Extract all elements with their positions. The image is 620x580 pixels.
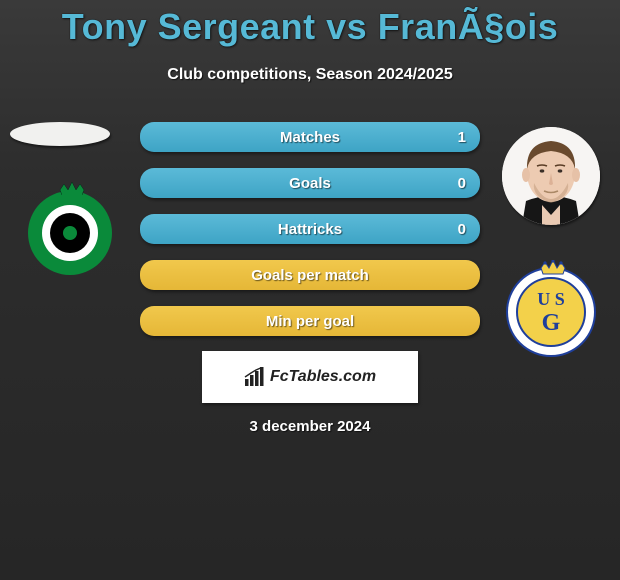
subtitle: Club competitions, Season 2024/2025 bbox=[0, 66, 620, 84]
comparison-content: U S G Matches 1 Goals 0 Hattricks 0 Goal… bbox=[0, 122, 620, 452]
bar-label: Min per goal bbox=[140, 313, 480, 330]
club-badge-left bbox=[20, 178, 120, 278]
watermark: FcTables.com bbox=[202, 351, 418, 403]
face-icon bbox=[502, 127, 600, 225]
bar-goals: Goals 0 bbox=[140, 168, 480, 198]
bar-hattricks: Hattricks 0 bbox=[140, 214, 480, 244]
svg-text:G: G bbox=[542, 310, 561, 336]
union-sg-icon: U S G bbox=[502, 260, 600, 358]
barchart-icon bbox=[244, 367, 266, 387]
bar-value: 0 bbox=[458, 221, 466, 238]
bar-label: Hattricks bbox=[140, 221, 480, 238]
player-left-avatar bbox=[10, 122, 110, 146]
club-badge-right: U S G bbox=[502, 260, 600, 358]
cercle-brugge-icon bbox=[20, 178, 120, 278]
page-title: Tony Sergeant vs FranÃ§ois bbox=[0, 0, 620, 48]
watermark-text: FcTables.com bbox=[270, 368, 376, 386]
stat-bars: Matches 1 Goals 0 Hattricks 0 Goals per … bbox=[140, 122, 480, 352]
bar-value: 1 bbox=[458, 129, 466, 146]
bar-goals-per-match: Goals per match bbox=[140, 260, 480, 290]
svg-text:U S: U S bbox=[537, 289, 565, 309]
bar-min-per-goal: Min per goal bbox=[140, 306, 480, 336]
bar-label: Matches bbox=[140, 129, 480, 146]
player-right-avatar bbox=[502, 127, 600, 225]
bar-value: 0 bbox=[458, 175, 466, 192]
bar-label: Goals per match bbox=[140, 267, 480, 284]
bar-matches: Matches 1 bbox=[140, 122, 480, 152]
date-label: 3 december 2024 bbox=[0, 418, 620, 435]
bar-label: Goals bbox=[140, 175, 480, 192]
